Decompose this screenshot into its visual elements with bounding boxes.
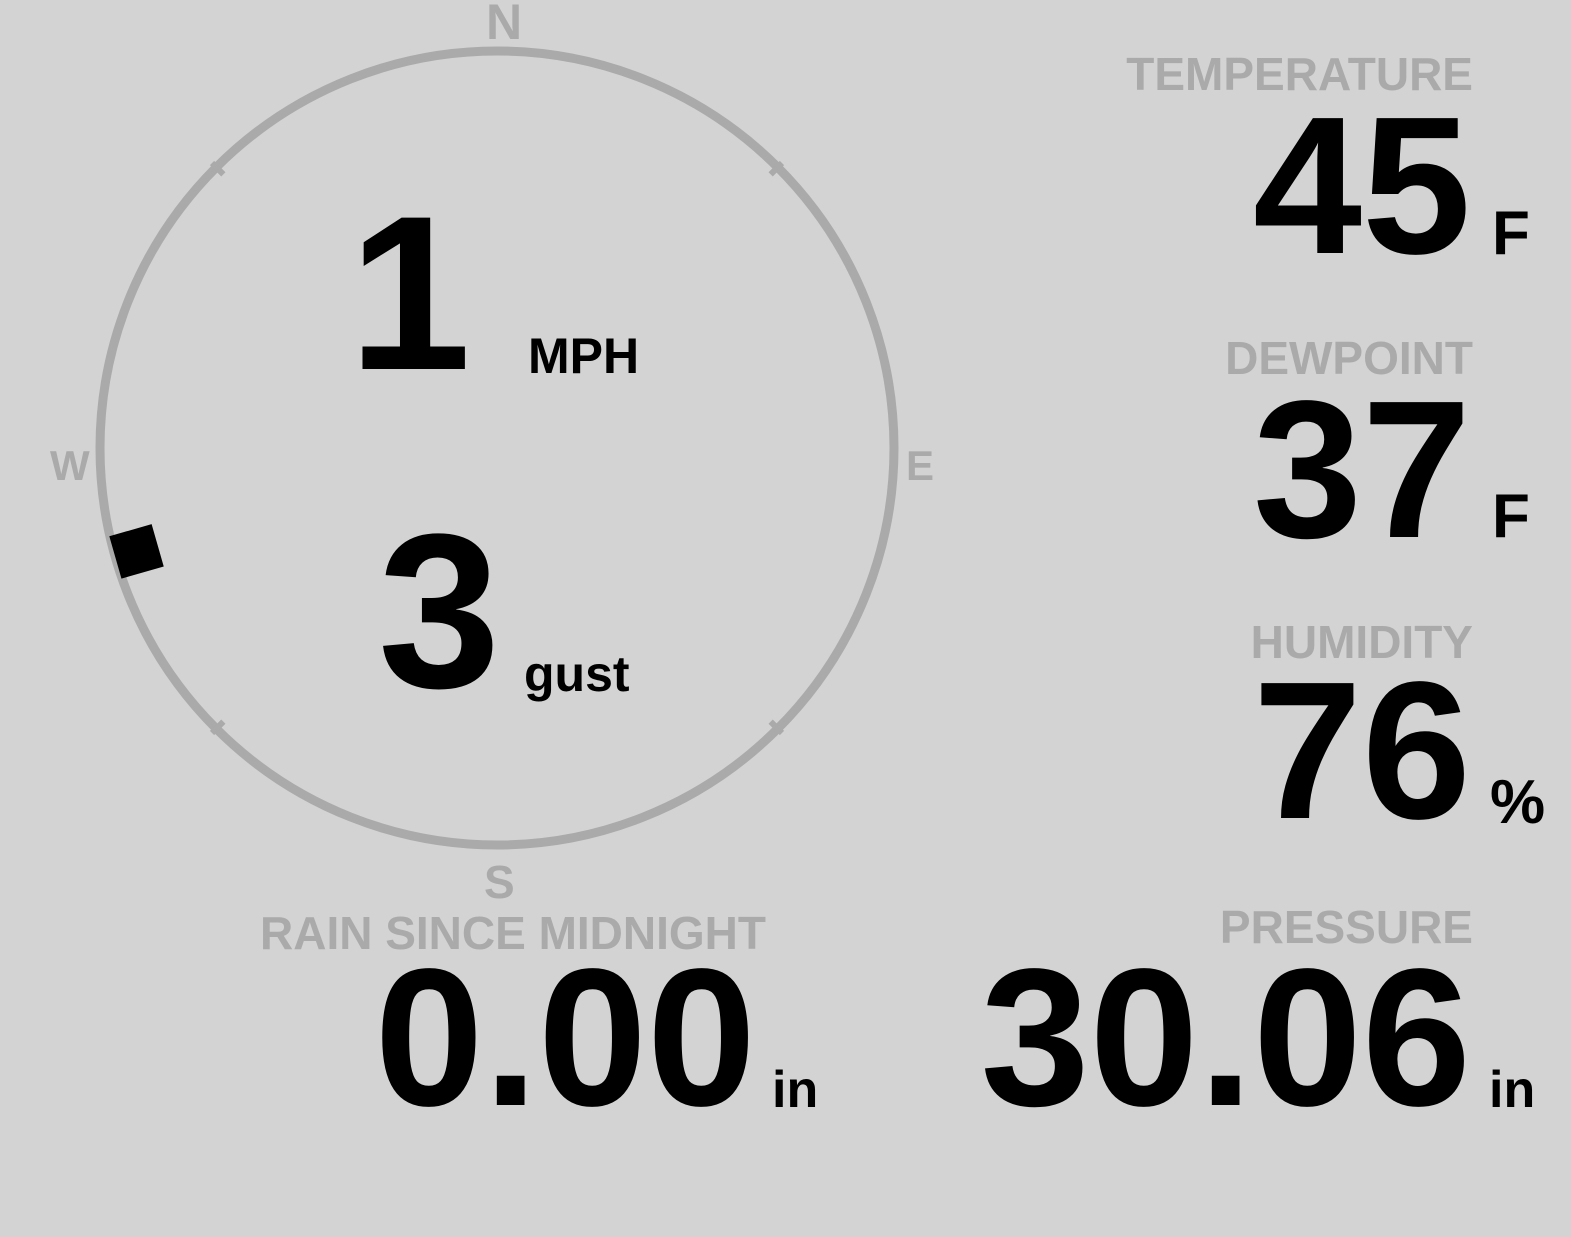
compass-north: N	[486, 0, 523, 50]
pressure-value: 30.06	[980, 928, 1471, 1147]
temperature-label: TEMPERATURE	[1126, 48, 1473, 100]
dewpoint-value: 37	[1252, 360, 1471, 579]
wind-direction-marker	[109, 524, 164, 579]
wind-speed-unit: MPH	[528, 328, 640, 384]
compass-tick	[768, 719, 785, 736]
dewpoint-label: DEWPOINT	[1225, 332, 1473, 384]
wind-speed-value: 1	[348, 170, 471, 416]
rain-unit: in	[772, 1061, 819, 1119]
wind-gust-value: 3	[378, 488, 501, 734]
wind-gust-label: gust	[524, 646, 630, 702]
temperature-value: 45	[1252, 76, 1471, 295]
humidity-unit: %	[1490, 768, 1546, 837]
temperature-unit: F	[1492, 199, 1530, 268]
pressure-unit: in	[1489, 1061, 1536, 1119]
pressure-label: PRESSURE	[1219, 901, 1473, 953]
compass-west: W	[50, 442, 90, 489]
compass-tick	[768, 160, 785, 177]
compass-tick	[209, 719, 226, 736]
compass-tick	[209, 160, 226, 177]
compass-east: E	[906, 442, 935, 489]
compass-ring	[95, 46, 899, 850]
rain-label: RAIN SINCE MIDNIGHT	[260, 907, 766, 959]
rain-value: 0.00	[374, 928, 756, 1147]
humidity-label: HUMIDITY	[1250, 616, 1473, 668]
dewpoint-unit: F	[1492, 482, 1530, 551]
compass-south: S	[484, 856, 515, 908]
humidity-value: 76	[1252, 641, 1471, 860]
